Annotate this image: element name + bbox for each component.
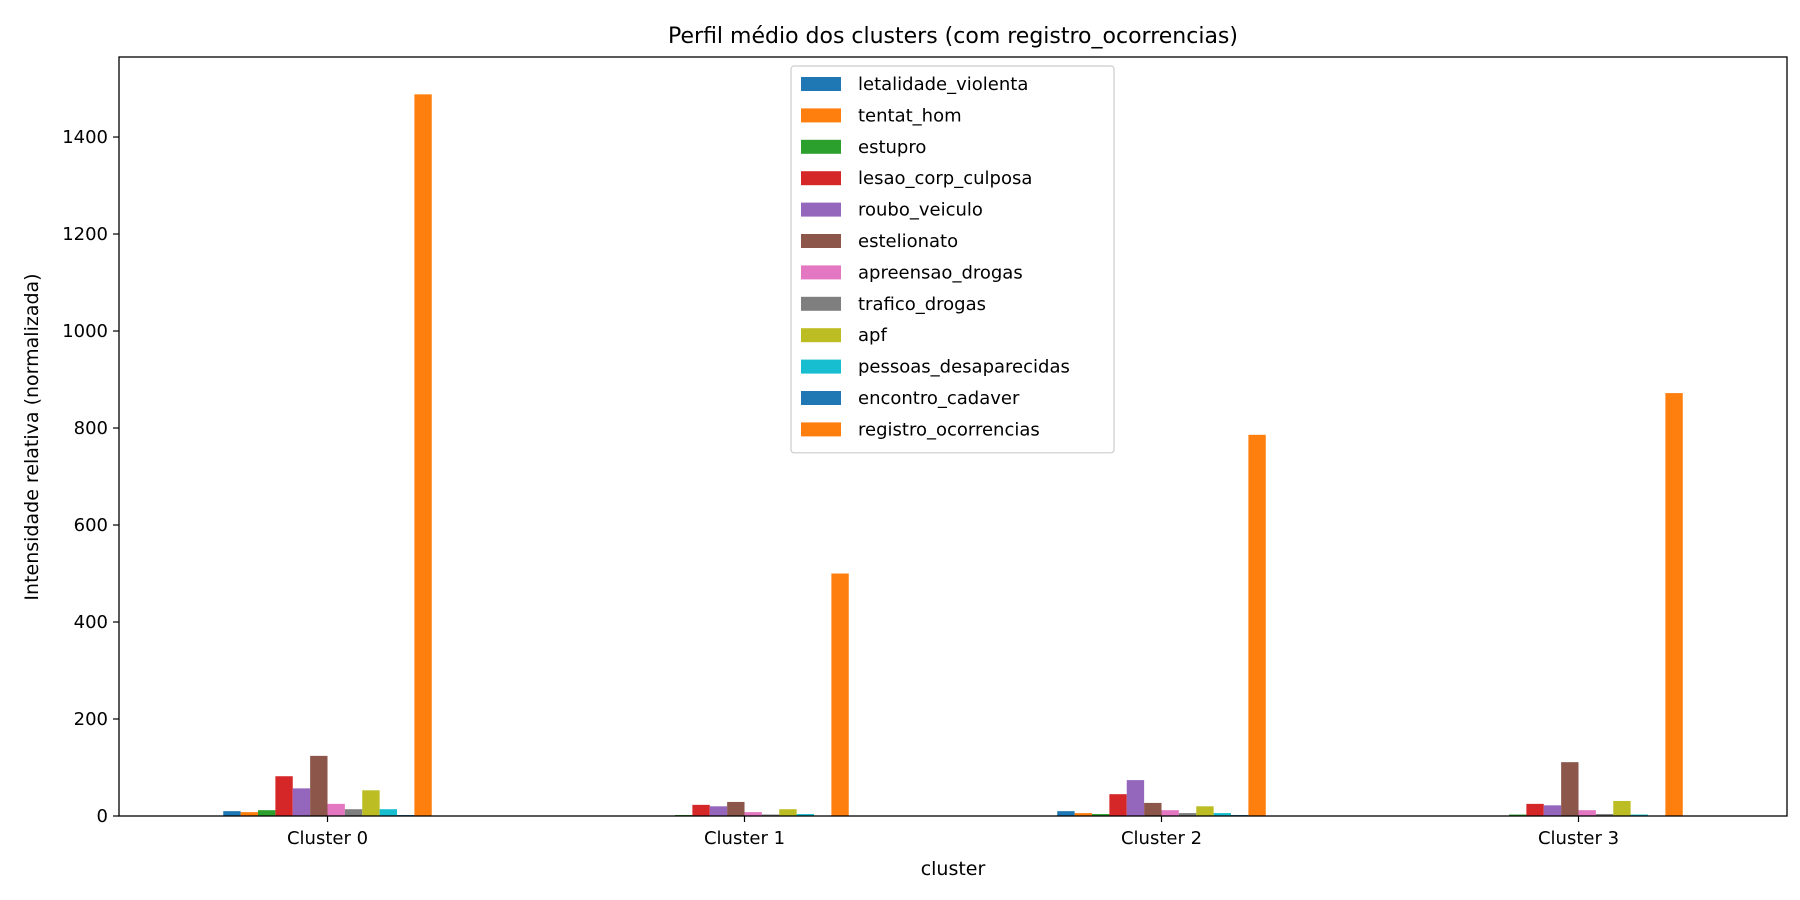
legend-swatch (801, 77, 841, 91)
bar-roubo_veiculo-3 (1543, 805, 1562, 816)
legend-swatch (801, 328, 841, 343)
bar-lesao_corp_culposa-0 (275, 776, 293, 816)
bar-estelionato-3 (1561, 762, 1579, 816)
y-tick-label: 400 (74, 612, 108, 633)
y-tick-label: 800 (74, 418, 108, 439)
x-tick-label: Cluster 3 (1538, 828, 1619, 849)
bar-trafico_drogas-1 (761, 814, 780, 816)
legend-box (790, 65, 1115, 454)
bar-apf-0 (362, 790, 380, 816)
y-tick-label: 0 (97, 806, 108, 827)
bars-layer (223, 94, 1683, 817)
x-tick-label: Cluster 1 (704, 828, 785, 849)
y-axis-title: Intensidade relativa (normalizada) (21, 273, 43, 600)
bar-trafico_drogas-0 (344, 809, 363, 816)
bar-estupro-3 (1509, 814, 1527, 816)
bar-apf-3 (1613, 800, 1631, 816)
bar-pessoas_desaparecidas-1 (796, 814, 815, 816)
legend-swatch (801, 139, 841, 154)
bar-roubo_veiculo-2 (1126, 780, 1145, 816)
bar-estupro-0 (258, 810, 276, 816)
bar-lesao_corp_culposa-2 (1109, 794, 1127, 816)
legend-label: apf (858, 325, 887, 346)
legend-label: lesao_corp_culposa (858, 168, 1032, 189)
legend-swatch (801, 108, 841, 123)
legend-label: apreensao_drogas (858, 262, 1023, 283)
legend-label: trafico_drogas (858, 294, 986, 315)
bar-registro_ocorrencias-1 (831, 573, 849, 816)
bar-apf-1 (779, 809, 797, 816)
y-tick-label: 1000 (62, 321, 108, 342)
plot-frame (118, 56, 1788, 817)
bar-estelionato-2 (1144, 802, 1162, 816)
legend-label: roubo_veiculo (858, 200, 983, 221)
chart-title: Perfil médio dos clusters (com registro_… (668, 24, 1238, 49)
bar-apreensao_drogas-3 (1578, 810, 1596, 816)
legend-label: letalidade_violenta (858, 74, 1028, 95)
x-tick-label: Cluster 0 (287, 828, 368, 849)
legend-label: estupro (858, 137, 926, 158)
legend-label: tentat_hom (858, 105, 962, 126)
bar-registro_ocorrencias-3 (1665, 393, 1683, 816)
bar-trafico_drogas-3 (1595, 814, 1614, 816)
legend-swatch (801, 359, 841, 374)
bar-estelionato-1 (727, 801, 745, 816)
legend-label: registro_ocorrencias (858, 419, 1040, 440)
bar-apreensao_drogas-2 (1161, 810, 1179, 816)
legend-swatch (801, 234, 841, 248)
bar-pessoas_desaparecidas-3 (1630, 814, 1649, 816)
legend-label: encontro_cadaver (858, 388, 1020, 409)
y-tick-label: 600 (74, 515, 108, 536)
legend-swatch (801, 202, 841, 217)
bar-registro_ocorrencias-0 (414, 94, 432, 817)
legend-swatch (801, 422, 841, 437)
x-tick-label: Cluster 2 (1121, 828, 1202, 849)
bar-estelionato-0 (310, 755, 328, 816)
bar-trafico_drogas-2 (1178, 813, 1197, 816)
bar-estupro-2 (1092, 814, 1110, 816)
bar-registro_ocorrencias-2 (1248, 434, 1266, 816)
legend-label: pessoas_desaparecidas (858, 357, 1070, 378)
y-tick-label: 200 (74, 709, 108, 730)
bar-lesao_corp_culposa-1 (692, 804, 710, 816)
legend-swatch (801, 171, 841, 186)
legend-swatch (801, 391, 841, 405)
legend-swatch (801, 296, 841, 311)
x-axis-title: cluster (921, 858, 986, 880)
axes-layer: Cluster 0 Cluster 1 Cluster 2 Cluster 3 0 200… (62, 56, 1788, 849)
legend-label: estelionato (858, 231, 958, 252)
bar-letalidade_violenta-0 (223, 811, 241, 816)
legend-swatch (801, 265, 841, 280)
bar-roubo_veiculo-0 (292, 788, 311, 816)
bar-apreensao_drogas-1 (744, 812, 762, 816)
bar-tentat_hom-0 (240, 812, 259, 816)
bar-letalidade_violenta-2 (1057, 811, 1075, 816)
y-tick-label: 1400 (62, 127, 108, 148)
y-tick-label: 1200 (62, 224, 108, 245)
bar-roubo_veiculo-1 (709, 806, 728, 816)
bar-tentat_hom-2 (1074, 813, 1093, 816)
bar-pessoas_desaparecidas-0 (379, 809, 398, 816)
bar-pessoas_desaparecidas-2 (1213, 813, 1232, 816)
bar-lesao_corp_culposa-3 (1526, 803, 1544, 816)
bar-apf-2 (1196, 806, 1214, 816)
bar-apreensao_drogas-0 (327, 803, 345, 816)
